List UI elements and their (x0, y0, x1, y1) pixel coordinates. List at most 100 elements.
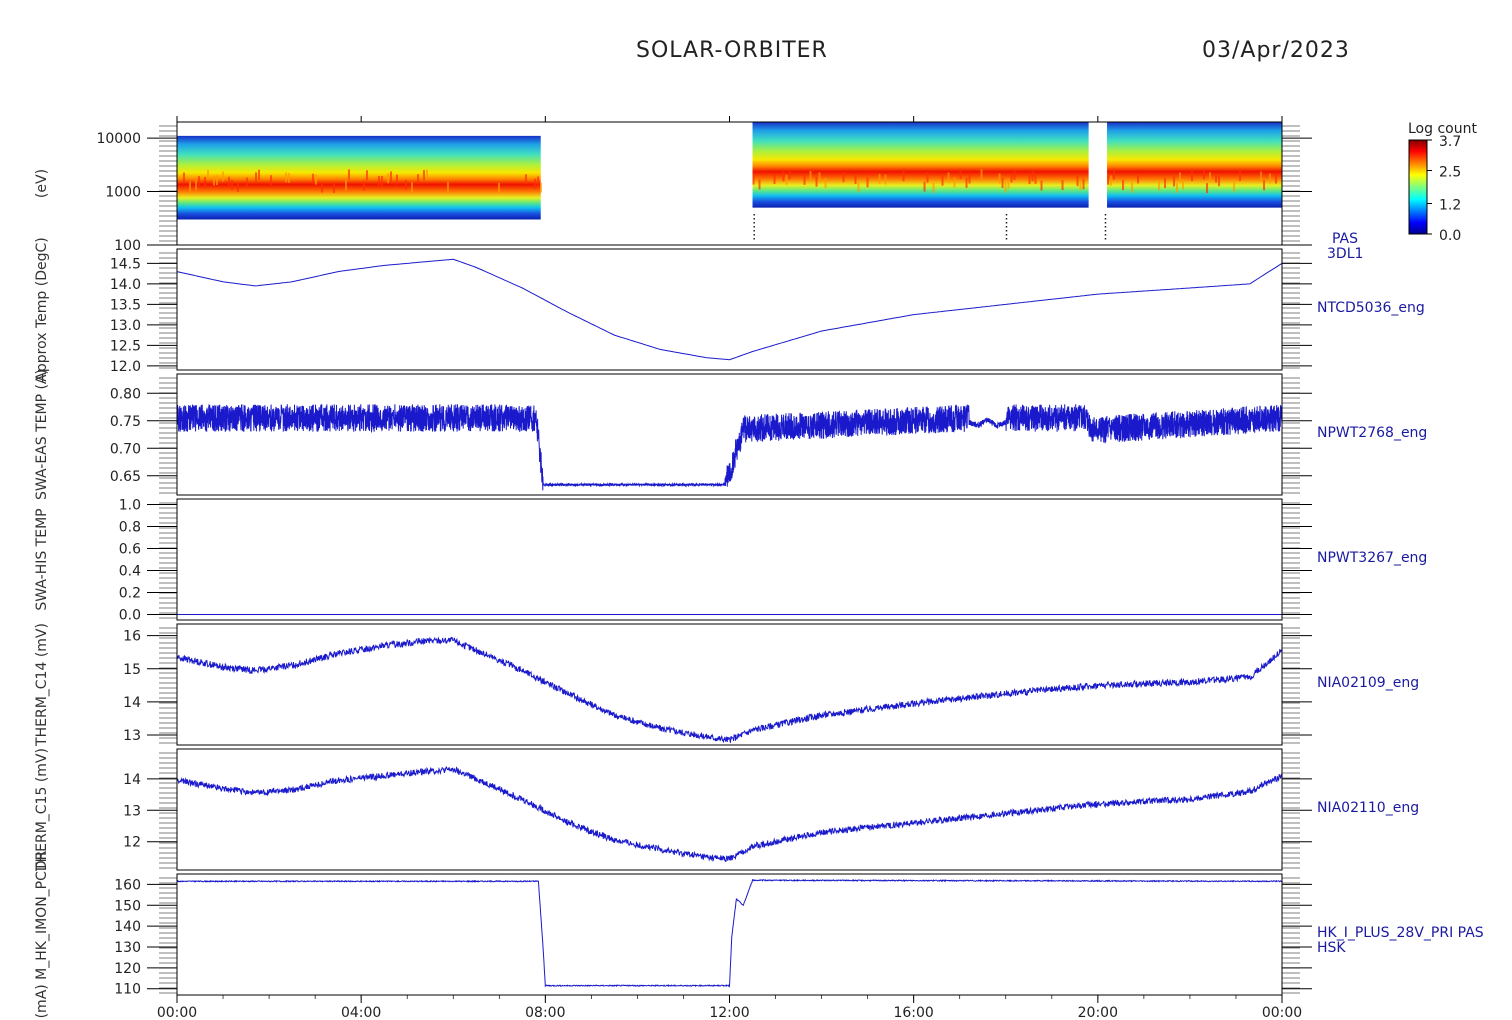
gap-dot (1104, 218, 1107, 220)
gap-dot (753, 238, 755, 240)
spectrogram-streak (405, 179, 407, 190)
ytick-label: 0.8 (119, 520, 141, 536)
panel-frame (176, 248, 1283, 371)
spectrogram-streak (788, 169, 791, 180)
spectrogram-streak (968, 173, 971, 184)
spectrogram-streak (947, 172, 950, 183)
ytick-label: 14 (123, 695, 141, 711)
spectrogram (177, 122, 1282, 240)
spectrogram-streak (980, 169, 983, 180)
spectrogram-streak (1233, 181, 1236, 192)
ytick-label: 1000 (105, 185, 141, 201)
gap-dot (1005, 230, 1008, 232)
panel-right-label: NPWT3267_eng (1317, 550, 1427, 566)
spectrogram-streak (1061, 180, 1064, 191)
ytick-label: 13.0 (110, 318, 141, 334)
ytick-label: 0.0 (119, 608, 141, 624)
spectrogram-streak (540, 182, 542, 193)
colorbar-tick-label: 2.5 (1439, 164, 1461, 180)
spectrogram-segment (752, 122, 1089, 208)
spectrogram-streak (537, 176, 539, 187)
spectrogram-streak (1034, 173, 1037, 184)
spectrogram-streak (884, 174, 887, 185)
spectrogram-streak (803, 174, 806, 185)
spectrogram-streak (1176, 182, 1179, 193)
spectrogram-streak (965, 177, 968, 188)
gap-dot (753, 222, 755, 224)
gap-dot (753, 218, 755, 220)
x-axis: 00:00 04:00 08:00 12:00 16:00 20:00 00:00 (157, 116, 1302, 1020)
spectrogram-streak (207, 169, 209, 180)
ytick-label: 13 (123, 803, 141, 819)
panel-ylabel: Approx Temp (DegC) (34, 237, 50, 381)
spectrogram-streak (785, 174, 788, 185)
spectrogram-streak (396, 174, 398, 185)
colorbar-tick-label: 0.0 (1439, 228, 1461, 244)
spectrogram-streak (1215, 172, 1218, 183)
spectrogram-streak (216, 175, 218, 186)
spectrogram-streak (285, 172, 287, 183)
spectrogram-streak (1107, 174, 1110, 185)
spectrogram-streak (447, 181, 449, 192)
spectrogram-streak (773, 173, 776, 184)
colorbar-tick-label: 1.2 (1439, 198, 1461, 214)
spectrogram-streak (926, 172, 929, 183)
spectrogram-streak (183, 172, 185, 183)
spectrogram-streak (204, 176, 206, 187)
spectrogram-streak (1113, 169, 1116, 180)
xtick-label: 08:00 (525, 1005, 565, 1020)
ytick-label: 100 (114, 238, 141, 254)
ytick-label: 14.5 (110, 256, 141, 272)
colorbar-title: Log count (1408, 121, 1477, 137)
spectrogram-streak (1010, 172, 1013, 183)
spectrogram-streak (842, 172, 845, 183)
series-line-NPWT2768_eng (176, 403, 1283, 491)
gap-dot (1005, 214, 1008, 216)
ytick-label: 12 (123, 835, 141, 851)
spectrogram-streak (959, 169, 962, 180)
spectrogram-streak (1137, 173, 1140, 184)
spectrogram-streak (423, 170, 425, 181)
gap-dot (1005, 238, 1008, 240)
spectrogram-streak (378, 176, 380, 187)
spectrogram-streak (1206, 183, 1209, 194)
ytick-label: 12.5 (110, 338, 141, 354)
spectrogram-streak (752, 174, 755, 185)
gap-dot (1104, 226, 1107, 228)
spectrogram-streak (932, 182, 935, 193)
xtick-label: 00:00 (157, 1005, 197, 1020)
spectrogram-streak (1028, 174, 1031, 185)
gap-dot (1104, 234, 1107, 236)
spectrogram-streak (1110, 175, 1113, 186)
panel-frame (176, 498, 1283, 621)
ytick-label: 0.2 (119, 586, 141, 602)
panel-frame (176, 748, 1283, 871)
spectrogram-streak (1239, 170, 1242, 181)
panel-right-label: NIA02110_eng (1317, 800, 1419, 816)
panel-frame (176, 373, 1283, 496)
spectrogram-streak (1203, 169, 1206, 180)
spectrogram-streak (426, 169, 428, 180)
gap-dot (1104, 214, 1107, 216)
spectrogram-streak (824, 177, 827, 188)
ytick-label: 10000 (96, 131, 141, 147)
colorbar-gradient (1408, 139, 1428, 235)
panel-frame (176, 623, 1283, 746)
spectrogram-streak (1079, 180, 1082, 191)
panel-ylabel: SWA-HIS TEMP (34, 508, 50, 610)
xtick-label: 12:00 (709, 1005, 749, 1020)
spectrogram-streak (387, 173, 389, 184)
spectrogram-streak (902, 171, 905, 182)
xtick-label: 00:00 (1262, 1005, 1302, 1020)
spectrogram-streak (1001, 177, 1004, 188)
ytick-label: 120 (114, 961, 141, 977)
spectrogram-streak (198, 176, 200, 187)
spectrogram-streak (231, 179, 233, 190)
panel-right-label: NIA02109_eng (1317, 675, 1419, 691)
spectrogram-streak (363, 180, 365, 191)
spectrogram-streak (941, 175, 944, 186)
panel-ylabel: SWA-EAS TEMP (A) (34, 369, 50, 500)
